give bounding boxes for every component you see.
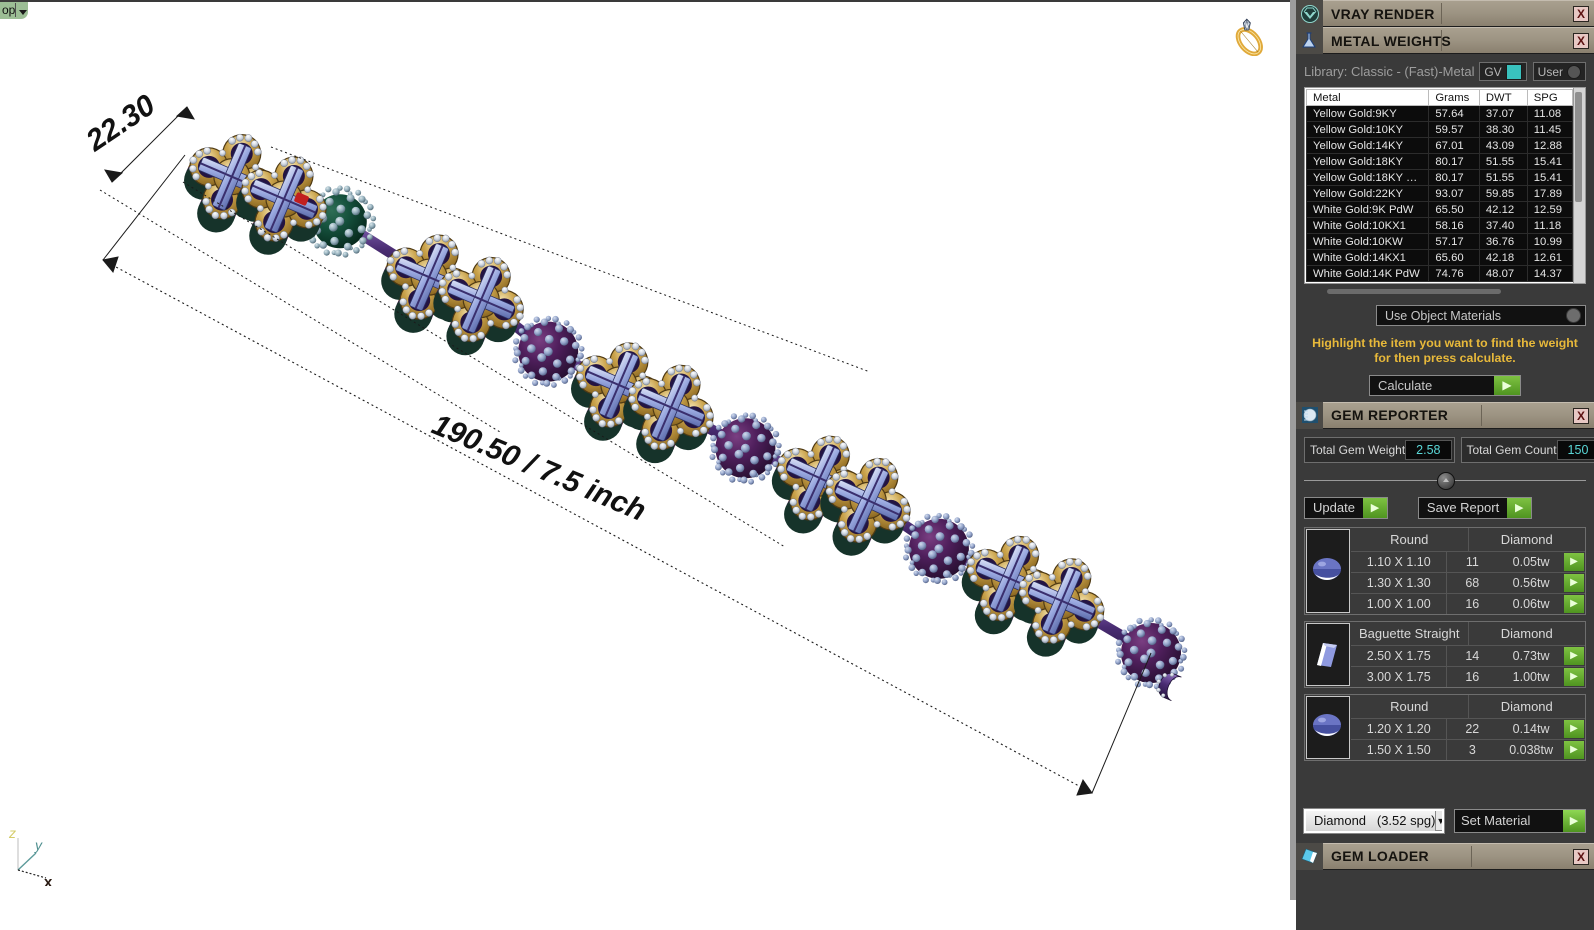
svg-text:22.30: 22.30 xyxy=(80,88,162,158)
